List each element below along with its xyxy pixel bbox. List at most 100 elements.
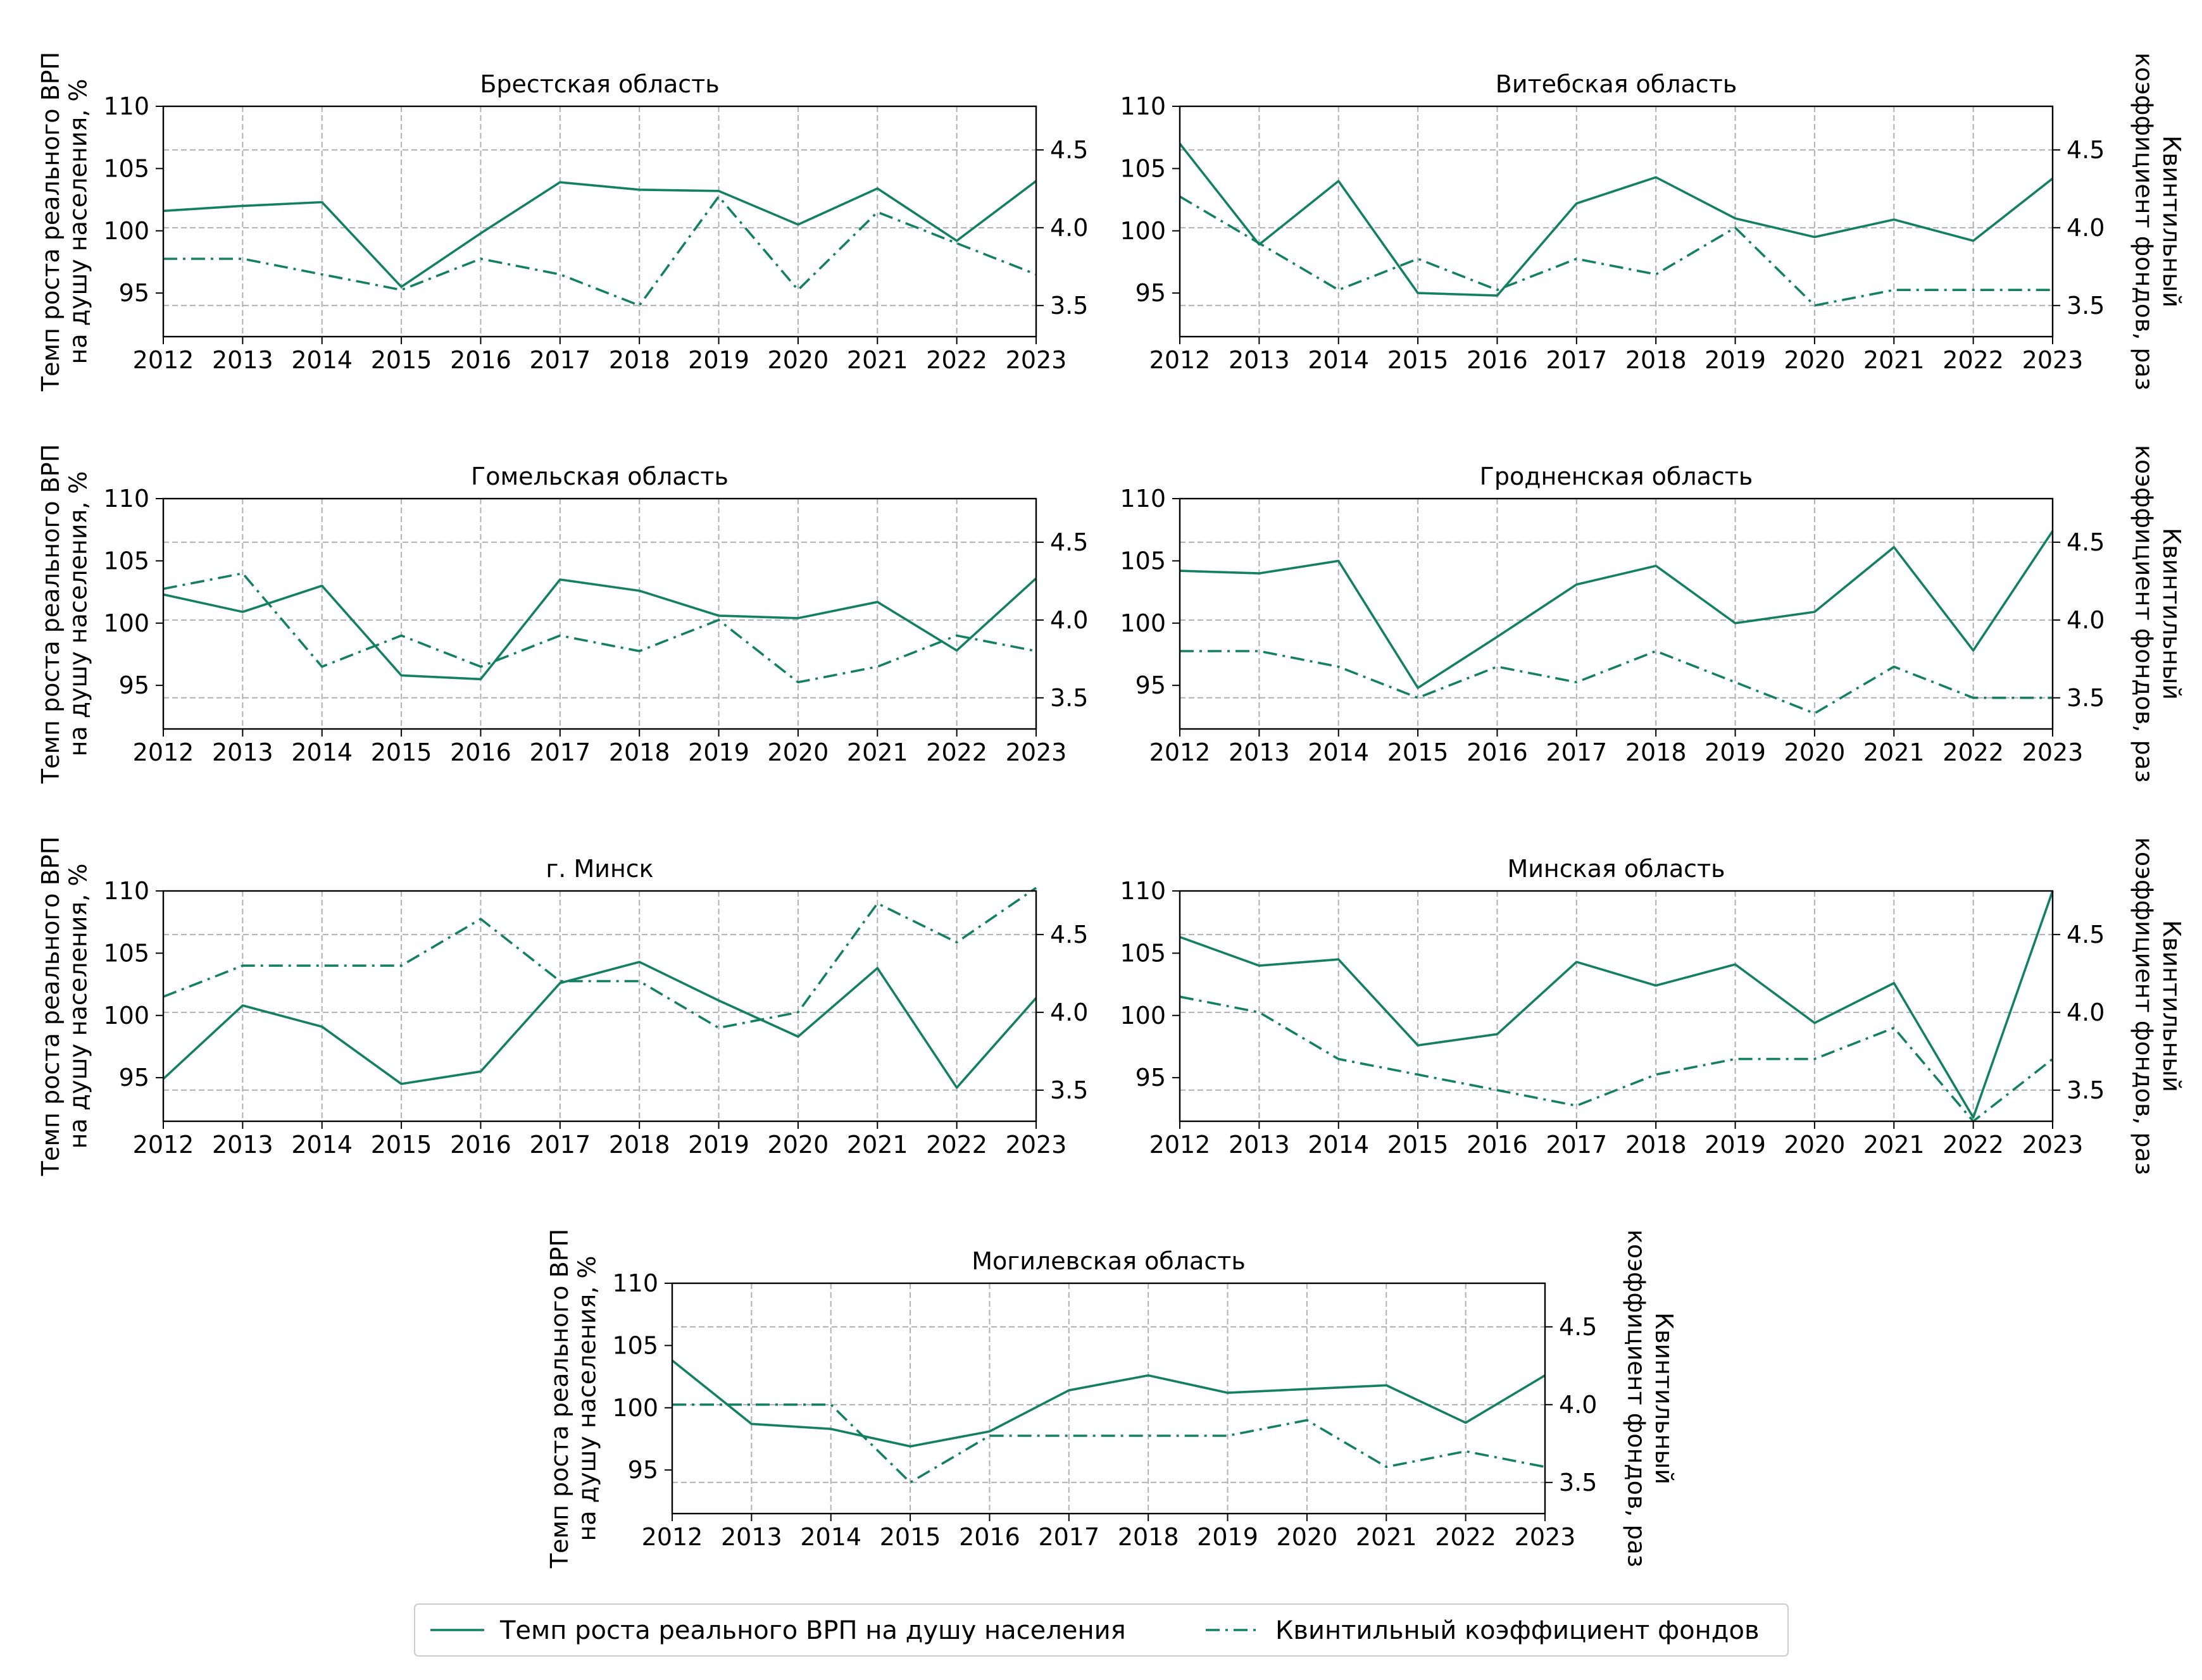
left-axis-label: Темп роста реального ВРПна душу населени… xyxy=(546,1229,601,1569)
left-axis-label-line: на душу населения, % xyxy=(65,471,92,756)
right-tick-label: 4.0 xyxy=(2067,606,2105,634)
right-tick-label: 3.5 xyxy=(2067,292,2105,320)
x-tick-label: 2012 xyxy=(642,1523,703,1551)
x-tick-label: 2020 xyxy=(1277,1523,1338,1551)
right-tick-label: 3.5 xyxy=(2067,1076,2105,1104)
left-axis-label: Темп роста реального ВРПна душу населени… xyxy=(37,444,92,784)
x-tick-label: 2016 xyxy=(1467,738,1528,766)
legend-quintile-label: Квинтильный коэффициент фондов xyxy=(1275,1616,1760,1645)
right-axis-label-line: коэффициент фондов, раз xyxy=(2130,445,2158,783)
left-axis-label: Темп роста реального ВРПна душу населени… xyxy=(37,837,92,1176)
left-tick-label: 95 xyxy=(1135,1064,1166,1092)
x-tick-label: 2012 xyxy=(133,738,194,766)
x-tick-label: 2012 xyxy=(1149,1131,1211,1159)
x-tick-label: 2022 xyxy=(926,738,987,766)
x-tick-label: 2014 xyxy=(1308,346,1369,374)
x-tick-label: 2014 xyxy=(1308,1131,1369,1159)
x-tick-label: 2019 xyxy=(1705,738,1766,766)
panel-1: Брестская область 2012 2013 2014 2015 2016 201… xyxy=(37,52,1088,392)
quintile-series-line xyxy=(1179,995,2054,1123)
x-tick-label: 2016 xyxy=(450,346,511,374)
x-tick-label: 2013 xyxy=(212,1131,273,1159)
x-tick-label: 2013 xyxy=(1229,346,1290,374)
left-axis-label-line: Темп роста реального ВРП xyxy=(37,837,65,1176)
x-tick-label: 2022 xyxy=(1435,1523,1496,1551)
right-tick-label: 3.5 xyxy=(1559,1469,1597,1496)
x-tick-label: 2017 xyxy=(1038,1523,1099,1551)
left-tick-label: 100 xyxy=(1120,609,1166,637)
x-tick-label: 2016 xyxy=(450,738,511,766)
panel-title: г. Минск xyxy=(546,855,653,883)
plot-frame xyxy=(162,890,1037,1123)
left-tick-label: 105 xyxy=(103,939,149,967)
left-axis-label-line: Темп роста реального ВРП xyxy=(37,52,65,392)
left-tick-label: 95 xyxy=(119,1064,149,1092)
gdp-series-line xyxy=(163,180,1037,289)
legend-gdp-label: Темп роста реального ВРП на душу населен… xyxy=(499,1616,1126,1645)
x-tick-label: 2020 xyxy=(1784,346,1846,374)
x-tick-label: 2013 xyxy=(212,738,273,766)
panel-2: Витебская область 2012 2013 2014 2015 2016 201… xyxy=(1120,53,2186,390)
x-tick-label: 2022 xyxy=(926,346,987,374)
x-tick-label: 2022 xyxy=(1942,1131,2004,1159)
left-axis-label-line: на душу населения, % xyxy=(65,78,92,364)
left-tick-label: 100 xyxy=(103,217,149,245)
x-tick-label: 2019 xyxy=(688,346,749,374)
panel-title: Витебская область xyxy=(1496,70,1737,98)
left-tick-label: 110 xyxy=(1120,877,1166,905)
panel-title: Гомельская область xyxy=(471,463,729,490)
left-tick-label: 105 xyxy=(612,1331,658,1359)
left-tick-label: 110 xyxy=(103,92,149,120)
x-tick-label: 2022 xyxy=(1942,346,2004,374)
right-tick-label: 4.0 xyxy=(1050,214,1088,242)
right-tick-label: 4.0 xyxy=(1050,999,1088,1026)
right-tick-label: 4.5 xyxy=(2067,528,2105,556)
x-tick-label: 2014 xyxy=(1308,738,1369,766)
right-axis-label-line: коэффициент фондов, раз xyxy=(1622,1229,1650,1567)
x-tick-label: 2017 xyxy=(529,1131,591,1159)
left-axis-label-line: на душу населения, % xyxy=(573,1255,601,1541)
panel-6: Минская область 2012 2013 2014 2015 2016 2017 2… xyxy=(1120,837,2186,1175)
right-axis-label: Квинтильныйкоэффициент фондов, раз xyxy=(2130,445,2186,783)
x-tick-label: 2023 xyxy=(2022,1131,2084,1159)
plot-frame xyxy=(162,497,1037,730)
left-tick-label: 100 xyxy=(103,1002,149,1030)
legend: Темп роста реального ВРП на душу населен… xyxy=(414,1603,1789,1657)
x-tick-label: 2018 xyxy=(609,1131,670,1159)
plot-frame xyxy=(162,105,1037,338)
left-tick-label: 105 xyxy=(1120,154,1166,182)
right-tick-label: 4.5 xyxy=(1050,136,1088,164)
panel-5: г. Минск 2012 2013 2014 2015 2016 2017 2018 2019… xyxy=(37,837,1088,1176)
x-tick-label: 2017 xyxy=(1546,738,1607,766)
x-tick-label: 2016 xyxy=(959,1523,1020,1551)
x-tick-label: 2016 xyxy=(450,1131,511,1159)
x-tick-label: 2016 xyxy=(1467,1131,1528,1159)
left-tick-label: 100 xyxy=(612,1394,658,1422)
x-tick-label: 2023 xyxy=(1006,1131,1067,1159)
x-tick-label: 2012 xyxy=(133,346,194,374)
x-tick-label: 2017 xyxy=(529,738,591,766)
x-tick-label: 2012 xyxy=(1149,346,1211,374)
gdp-series-line xyxy=(1179,142,2054,297)
x-tick-label: 2021 xyxy=(847,1131,908,1159)
x-tick-label: 2018 xyxy=(1625,738,1687,766)
right-tick-label: 3.5 xyxy=(1050,1076,1088,1104)
right-axis-label-line: Квинтильный xyxy=(1650,1312,1678,1484)
left-tick-label: 105 xyxy=(1120,939,1166,967)
left-tick-label: 95 xyxy=(119,671,149,699)
left-axis-label: Темп роста реального ВРПна душу населени… xyxy=(37,52,92,392)
x-tick-label: 2014 xyxy=(291,346,353,374)
x-tick-label: 2019 xyxy=(688,738,749,766)
x-tick-label: 2021 xyxy=(1863,346,1925,374)
left-tick-label: 105 xyxy=(103,547,149,575)
right-tick-label: 3.5 xyxy=(1050,684,1088,712)
x-tick-label: 2015 xyxy=(1387,738,1449,766)
right-tick-label: 4.0 xyxy=(1050,606,1088,634)
panel-4: Гродненская область 2012 2013 2014 2015 2016 2… xyxy=(1120,445,2186,783)
x-tick-label: 2020 xyxy=(768,738,829,766)
right-axis-label-line: Квинтильный xyxy=(2158,920,2186,1092)
left-tick-label: 100 xyxy=(1120,1002,1166,1030)
right-tick-label: 4.5 xyxy=(1559,1313,1597,1341)
panel-title: Могилевская область xyxy=(972,1247,1246,1275)
gdp-series-line xyxy=(162,961,1037,1089)
